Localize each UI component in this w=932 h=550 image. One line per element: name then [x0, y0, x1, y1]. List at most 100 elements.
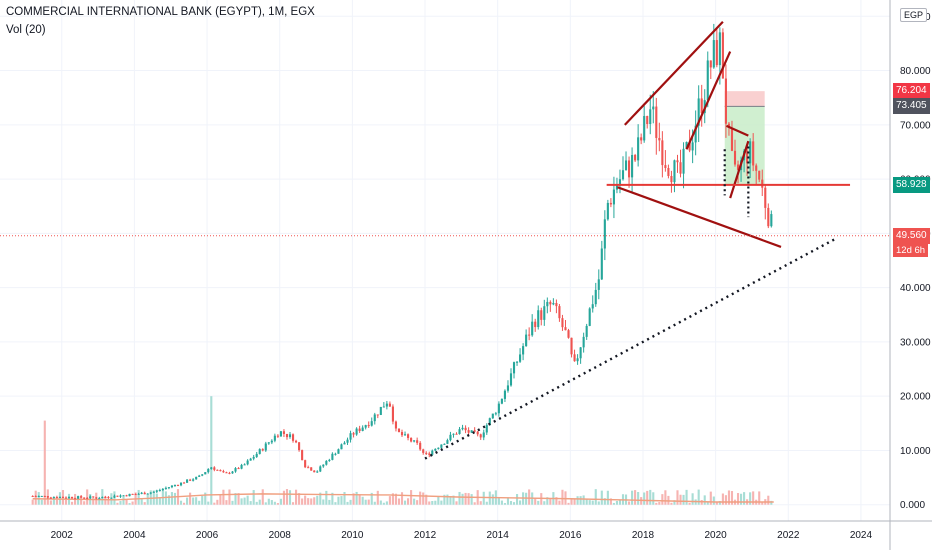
candle-body — [149, 492, 152, 494]
volume-bar — [107, 499, 110, 505]
volume-bar — [434, 500, 437, 505]
candle-body — [555, 302, 558, 307]
candle-body — [385, 403, 388, 407]
candle-body — [113, 495, 116, 498]
candle-body — [649, 109, 652, 124]
volume-indicator-label[interactable]: Vol (20) — [6, 24, 46, 36]
candle-body — [579, 347, 582, 359]
chart-grid — [0, 0, 890, 521]
candle-body — [700, 98, 703, 114]
candle-body — [201, 474, 204, 476]
candle-body — [346, 439, 349, 443]
candle-body — [467, 430, 470, 433]
candle-body — [685, 141, 688, 149]
volume-bar — [688, 502, 691, 505]
volume-bar — [219, 494, 222, 505]
volume-bar — [685, 489, 688, 505]
candle-body — [431, 450, 434, 455]
volume-bar — [255, 501, 258, 505]
volume-bar — [125, 498, 128, 505]
trendline-rising-wedge — [685, 51, 732, 150]
candle-body — [764, 187, 767, 208]
volume-bar — [43, 420, 46, 505]
candle-body — [485, 425, 488, 433]
volume-bar — [291, 502, 295, 505]
volume-bar — [52, 499, 55, 505]
volume-bar — [337, 496, 340, 505]
trendline-upper-channel — [624, 20, 724, 126]
candle-body — [164, 487, 167, 489]
candle-body — [618, 179, 622, 186]
candle-body — [691, 142, 694, 151]
candle-body — [240, 464, 243, 469]
volume-bar — [252, 490, 255, 505]
y-tick-label: 80.000 — [900, 66, 931, 77]
candle-body — [434, 448, 437, 451]
volume-bar — [512, 502, 516, 505]
candle-body — [231, 471, 234, 474]
volume-bar — [216, 499, 219, 505]
candle-body — [228, 472, 231, 474]
volume-bar — [652, 492, 655, 505]
volume-bar — [373, 501, 376, 505]
volume-bar — [149, 490, 152, 505]
volume-bar — [131, 501, 134, 505]
volume-bar — [721, 493, 724, 505]
candle-body — [249, 458, 252, 461]
volume-bar — [285, 489, 289, 505]
volume-bar — [143, 502, 146, 505]
x-tick-label: 2018 — [632, 530, 655, 541]
volume-bar — [295, 489, 298, 505]
volume-bar — [555, 497, 558, 505]
volume-bar — [724, 495, 727, 505]
volume-bar — [288, 490, 292, 505]
candle-body — [195, 476, 198, 480]
candle-body — [219, 470, 222, 472]
candle-body — [213, 467, 216, 470]
candle-body — [331, 453, 334, 460]
candle-body — [204, 472, 207, 475]
volume-bar — [479, 501, 482, 505]
candle-body — [637, 137, 640, 161]
currency-badge[interactable]: EGP — [900, 8, 928, 22]
candle-body — [52, 497, 55, 499]
volume-bar — [561, 489, 564, 505]
volume-bar — [591, 500, 594, 505]
candle-body — [500, 398, 503, 404]
candle-body — [491, 413, 494, 419]
candle-body — [416, 440, 419, 443]
volume-bar — [70, 501, 74, 505]
volume-bar — [631, 490, 634, 505]
volume-bar — [261, 489, 264, 505]
candle-body — [730, 127, 734, 151]
candle-body — [279, 431, 282, 437]
candle-body — [186, 479, 189, 483]
candle-body — [161, 488, 164, 491]
candle-body — [519, 354, 522, 362]
volume-bar — [585, 499, 588, 505]
candle-body — [325, 460, 328, 465]
volume-bar — [697, 489, 700, 505]
candle-body — [367, 425, 370, 427]
volume-bar — [382, 502, 385, 505]
volume-bar — [758, 491, 761, 505]
volume-bar — [270, 500, 273, 505]
chart-title: COMMERCIAL INTERNATIONAL BANK (EGYPT), 1… — [6, 6, 315, 18]
candle-body — [337, 449, 340, 454]
candle-body — [667, 168, 670, 177]
volume-bar — [528, 489, 531, 505]
volume-bar — [643, 492, 646, 505]
candle-body — [134, 494, 137, 496]
volume-bar — [422, 492, 425, 505]
candle-body — [712, 40, 715, 68]
candle-body — [46, 496, 49, 498]
volume-bar — [316, 495, 319, 505]
x-tick-label: 2010 — [341, 530, 364, 541]
candle-body — [67, 496, 71, 498]
x-tick-label: 2002 — [51, 530, 74, 541]
volume-bar — [128, 503, 131, 505]
candle-body — [497, 403, 500, 414]
candle-body — [234, 468, 237, 472]
volume-bar — [419, 491, 422, 505]
